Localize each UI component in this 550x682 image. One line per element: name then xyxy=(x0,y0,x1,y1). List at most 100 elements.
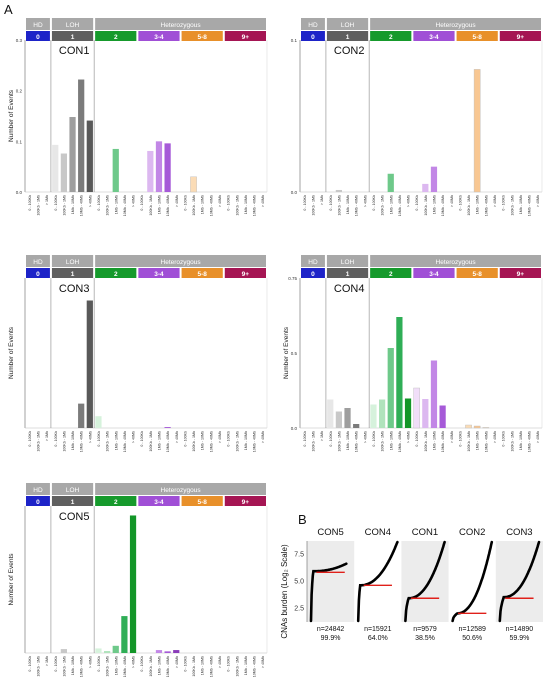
bar xyxy=(473,425,481,429)
group-percent: 38.5% xyxy=(415,635,435,642)
bar xyxy=(86,120,93,192)
x-tick-label: 100Kb - 1Mb xyxy=(510,195,514,216)
x-tick-label: 0 - 100Kb xyxy=(227,656,231,672)
x-tick-label: 1Mb - 10Mb xyxy=(71,195,75,214)
x-tick-label: 10Mb - 40Mb xyxy=(355,195,359,216)
bar xyxy=(121,616,128,653)
header-label: Heterozygous xyxy=(161,487,202,494)
y-tick-label: 0.0 xyxy=(291,426,298,431)
x-tick-label: 1Mb - 10Mb xyxy=(244,431,248,450)
y-tick-label: 0.0 xyxy=(291,190,298,195)
copy-state-label: 5-8 xyxy=(197,499,207,506)
copy-state-band xyxy=(181,496,223,506)
x-tick-label: 100Kb - 1Mb xyxy=(381,195,385,216)
x-tick-label: 10Mb - 40Mb xyxy=(209,656,213,677)
header-label: LOH xyxy=(66,259,80,266)
x-tick-label: 10Mb - 40Mb xyxy=(166,656,170,677)
group-count: n=14890 xyxy=(506,626,534,633)
copy-state-band xyxy=(138,31,180,41)
header-band xyxy=(51,483,94,495)
x-tick-label: > 40Mb xyxy=(261,656,265,668)
copy-state-label: 0 xyxy=(311,271,315,278)
copy-state-label: 3-4 xyxy=(154,34,164,41)
x-tick-label: 100Kb - 1Mb xyxy=(106,656,110,677)
x-tick-label: 1Mb - 10Mb xyxy=(114,656,118,675)
header-label: LOH xyxy=(66,22,80,29)
copy-state-band xyxy=(326,31,369,41)
header-band xyxy=(26,255,50,267)
y-tick-label: 0.5 xyxy=(291,351,298,356)
x-tick-label: 1Mb - 10Mb xyxy=(157,431,161,450)
copy-state-label: 5-8 xyxy=(197,34,207,41)
x-tick-label: 1Mb - 10Mb xyxy=(432,195,436,214)
copy-state-band xyxy=(224,268,266,278)
copy-state-band xyxy=(499,31,541,41)
header-label: Heterozygous xyxy=(161,22,202,29)
copy-state-label: 0 xyxy=(36,271,40,278)
header-band xyxy=(326,255,369,267)
x-tick-label: 100Kb - 1Mb xyxy=(36,431,40,452)
x-tick-label: 0 - 100Kb xyxy=(372,431,376,447)
chart-title: CON3 xyxy=(59,283,90,295)
burden-y-tick: 2.5 xyxy=(294,605,304,612)
y-axis-label: Number of Events xyxy=(8,89,15,142)
copy-state-band xyxy=(51,31,94,41)
copy-state-label: 2 xyxy=(114,34,118,41)
x-tick-label: 10Mb - 40Mb xyxy=(484,195,488,216)
x-tick-label: 0 - 100Kb xyxy=(28,656,32,672)
group-percent: 50.6% xyxy=(462,635,482,642)
x-tick-label: 100Kb - 1Mb xyxy=(235,431,239,452)
y-tick-label: 0.3 xyxy=(16,38,23,43)
copy-state-band xyxy=(138,268,180,278)
bar xyxy=(439,405,446,428)
x-tick-label: > 40Mb xyxy=(175,431,179,443)
burden-y-axis-label: CNAs burden (Log₂ Scale) xyxy=(280,544,289,639)
x-tick-label: 0 - 100Kb xyxy=(97,431,101,447)
x-tick-label: > 40Mb xyxy=(88,656,92,668)
x-tick-label: 1Mb - 10Mb xyxy=(519,195,523,214)
column-shade xyxy=(307,541,355,622)
bar xyxy=(473,69,481,193)
x-tick-label: 100Kb - 1Mb xyxy=(424,195,428,216)
x-tick-label: 1Mb - 10Mb xyxy=(157,195,161,214)
x-tick-label: > 40Mb xyxy=(88,431,92,443)
x-tick-label: 10Mb - 40Mb xyxy=(484,431,488,452)
bar xyxy=(155,141,163,192)
y-axis-label: Number of Events xyxy=(8,553,15,606)
header-label: LOH xyxy=(341,259,355,266)
x-tick-label: 0 - 100Kb xyxy=(303,431,307,447)
x-tick-label: > 40Mb xyxy=(175,195,179,207)
x-tick-label: 10Mb - 40Mb xyxy=(528,431,532,452)
bar xyxy=(95,416,102,428)
x-tick-label: > 40Mb xyxy=(88,195,92,207)
burden-curve xyxy=(356,540,399,623)
bar xyxy=(430,166,438,192)
header-band xyxy=(26,18,50,30)
x-tick-label: 100Kb - 1Mb xyxy=(192,431,196,452)
copy-state-label: 3-4 xyxy=(154,271,164,278)
burden-y-tick: 7.5 xyxy=(294,551,304,558)
x-tick-label: 10Mb - 40Mb xyxy=(80,656,84,677)
header-label: HD xyxy=(33,22,43,29)
bar xyxy=(344,408,351,428)
header-label: Heterozygous xyxy=(436,259,477,266)
x-tick-label: 10Mb - 40Mb xyxy=(398,431,402,452)
bar xyxy=(482,427,490,429)
chart-title: CON2 xyxy=(334,45,365,57)
x-tick-label: 1Mb - 10Mb xyxy=(346,431,350,450)
header-band xyxy=(301,18,325,30)
header-band xyxy=(301,255,325,267)
x-tick-label: 1Mb - 10Mb xyxy=(389,431,393,450)
header-band xyxy=(370,18,541,30)
copy-state-label: 2 xyxy=(114,271,118,278)
x-tick-label: 100Kb - 1Mb xyxy=(192,195,196,216)
x-tick-label: 100Kb - 1Mb xyxy=(337,431,341,452)
y-tick-label: 0.1 xyxy=(16,139,23,144)
x-tick-label: > 40Mb xyxy=(218,431,222,443)
copy-state-band xyxy=(499,268,541,278)
group-count: n=9579 xyxy=(413,626,437,633)
header-label: HD xyxy=(33,487,43,494)
copy-state-label: 2 xyxy=(389,34,393,41)
bar xyxy=(129,515,137,653)
x-tick-label: 100Kb - 1Mb xyxy=(149,431,153,452)
